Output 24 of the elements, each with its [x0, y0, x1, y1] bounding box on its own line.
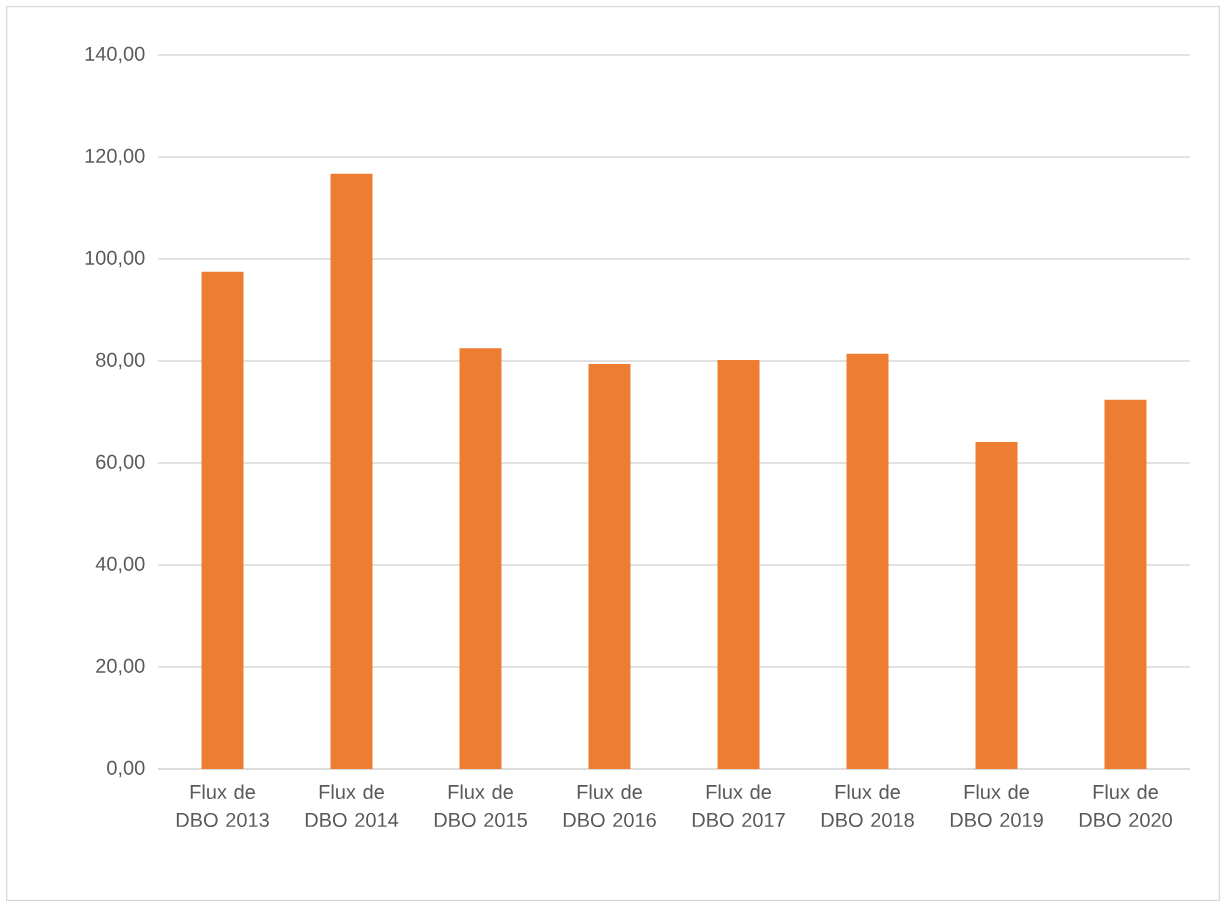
y-tick-label: 140,00: [85, 46, 145, 64]
y-tick-label: 20,00: [96, 658, 145, 676]
bar: [846, 353, 889, 769]
x-tick-label: Flux de DBO 2014: [305, 784, 399, 828]
x-tick-label: Flux de DBO 2018: [821, 784, 914, 828]
x-tick-label: Flux de DBO 2017: [692, 784, 785, 828]
bar: [201, 271, 244, 769]
x-tick-label: Flux de DBO 2013: [176, 784, 269, 828]
y-tick-label: 120,00: [85, 148, 145, 166]
bar: [1104, 399, 1147, 769]
bar: [717, 359, 760, 769]
bar: [975, 442, 1018, 769]
bar: [330, 173, 373, 769]
bar: [588, 364, 631, 769]
y-tick-label: 0,00: [107, 760, 145, 778]
y-tick-label: 100,00: [85, 250, 145, 268]
y-tick-label: 80,00: [96, 352, 145, 370]
x-tick-label: Flux de DBO 2019: [950, 784, 1043, 828]
y-tick-label: 60,00: [96, 454, 145, 472]
x-tick-label: Flux de DBO 2016: [563, 784, 656, 828]
x-tick-label: Flux de DBO 2015: [434, 784, 527, 828]
y-tick-label: 40,00: [95, 556, 145, 574]
x-tick-label: Flux de DBO 2020: [1079, 784, 1172, 828]
bar: [459, 348, 502, 769]
